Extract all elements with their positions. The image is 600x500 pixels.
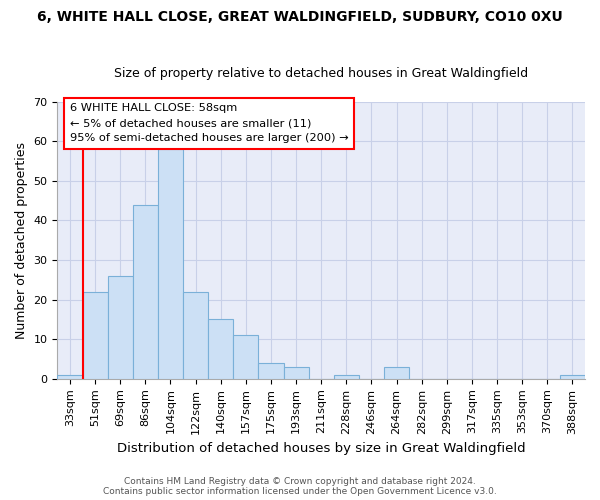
Text: 6 WHITE HALL CLOSE: 58sqm
← 5% of detached houses are smaller (11)
95% of semi-d: 6 WHITE HALL CLOSE: 58sqm ← 5% of detach…: [70, 104, 349, 143]
Text: Contains HM Land Registry data © Crown copyright and database right 2024.: Contains HM Land Registry data © Crown c…: [124, 477, 476, 486]
Text: 6, WHITE HALL CLOSE, GREAT WALDINGFIELD, SUDBURY, CO10 0XU: 6, WHITE HALL CLOSE, GREAT WALDINGFIELD,…: [37, 10, 563, 24]
Text: Contains public sector information licensed under the Open Government Licence v3: Contains public sector information licen…: [103, 487, 497, 496]
Bar: [58, 375, 83, 379]
Bar: [560, 375, 585, 379]
Bar: [259, 363, 284, 379]
Bar: [334, 375, 359, 379]
Bar: [133, 204, 158, 379]
Bar: [107, 276, 133, 379]
Bar: [233, 335, 259, 379]
Y-axis label: Number of detached properties: Number of detached properties: [15, 142, 28, 338]
X-axis label: Distribution of detached houses by size in Great Waldingfield: Distribution of detached houses by size …: [117, 442, 526, 455]
Bar: [158, 149, 183, 379]
Bar: [284, 367, 308, 379]
Bar: [384, 367, 409, 379]
Title: Size of property relative to detached houses in Great Waldingfield: Size of property relative to detached ho…: [114, 66, 528, 80]
Bar: [208, 320, 233, 379]
Bar: [183, 292, 208, 379]
Bar: [83, 292, 107, 379]
